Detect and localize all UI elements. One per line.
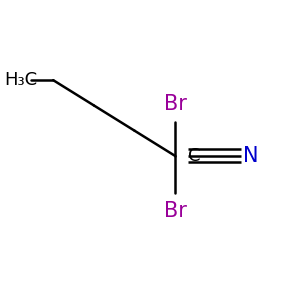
Text: Br: Br <box>164 94 187 114</box>
Text: H₃C: H₃C <box>4 71 37 89</box>
Text: Br: Br <box>164 201 187 221</box>
Text: C: C <box>188 147 200 165</box>
Text: N: N <box>243 146 258 166</box>
